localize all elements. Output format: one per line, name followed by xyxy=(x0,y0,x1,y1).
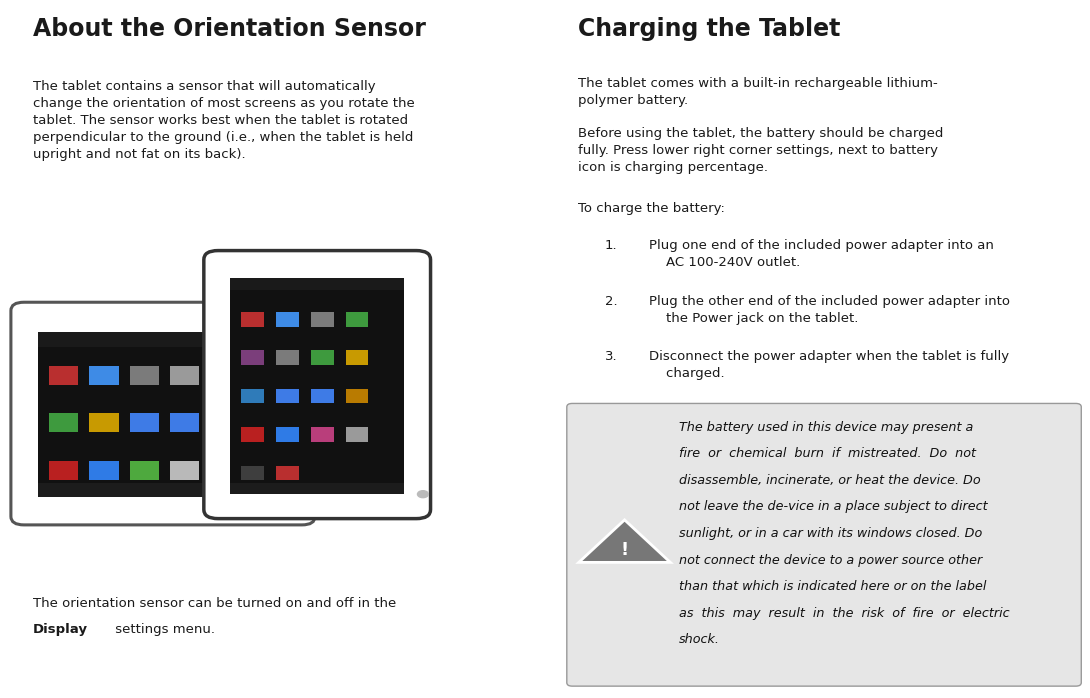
Bar xyxy=(49,366,78,385)
Text: as  this  may  result  in  the  risk  of  fire  or  electric: as this may result in the risk of fire o… xyxy=(679,607,1009,620)
Bar xyxy=(89,366,119,385)
Bar xyxy=(276,350,299,365)
Bar xyxy=(210,461,240,480)
Bar xyxy=(251,413,280,432)
Bar xyxy=(89,413,119,432)
Bar xyxy=(241,350,264,365)
Bar xyxy=(311,312,334,327)
Bar xyxy=(49,461,78,480)
Bar xyxy=(230,278,404,290)
Text: sunlight, or in a car with its windows closed. Do: sunlight, or in a car with its windows c… xyxy=(679,527,982,540)
Text: not leave the de-vice in a place subject to direct: not leave the de-vice in a place subject… xyxy=(679,500,988,514)
FancyBboxPatch shape xyxy=(204,251,431,519)
Bar xyxy=(276,389,299,403)
Bar xyxy=(38,332,288,347)
Bar xyxy=(241,312,264,327)
Bar xyxy=(276,312,299,327)
Text: The tablet comes with a built-in rechargeable lithium-
polymer battery.: The tablet comes with a built-in recharg… xyxy=(578,77,937,107)
Bar xyxy=(241,427,264,442)
Bar xyxy=(130,461,159,480)
Text: settings menu.: settings menu. xyxy=(111,623,215,636)
Polygon shape xyxy=(579,520,670,563)
FancyBboxPatch shape xyxy=(11,302,315,525)
Circle shape xyxy=(282,319,295,327)
Bar xyxy=(38,332,288,497)
Bar xyxy=(130,413,159,432)
Bar xyxy=(276,427,299,442)
Text: The orientation sensor can be turned on and off in the: The orientation sensor can be turned on … xyxy=(33,597,396,610)
Text: About the Orientation Sensor: About the Orientation Sensor xyxy=(33,17,425,41)
Text: than that which is indicated here or on the label: than that which is indicated here or on … xyxy=(679,580,986,593)
Bar xyxy=(346,427,368,442)
Bar xyxy=(170,366,199,385)
Text: Charging the Tablet: Charging the Tablet xyxy=(578,17,840,41)
Bar xyxy=(38,483,288,497)
Bar xyxy=(276,466,299,480)
Bar xyxy=(311,389,334,403)
Bar xyxy=(346,389,368,403)
Circle shape xyxy=(417,491,428,498)
Bar xyxy=(251,366,280,385)
Bar xyxy=(230,483,404,494)
Bar xyxy=(89,461,119,480)
FancyBboxPatch shape xyxy=(567,403,1081,686)
Bar xyxy=(241,389,264,403)
Bar xyxy=(49,413,78,432)
Bar xyxy=(170,413,199,432)
Text: 2.: 2. xyxy=(605,295,618,308)
Bar xyxy=(170,461,199,480)
Bar xyxy=(230,278,404,494)
Bar xyxy=(346,312,368,327)
Text: shock.: shock. xyxy=(679,633,720,646)
Text: not connect the device to a power source other: not connect the device to a power source… xyxy=(679,554,982,567)
Text: fire  or  chemical  burn  if  mistreated.  Do  not: fire or chemical burn if mistreated. Do … xyxy=(679,447,976,461)
Text: !: ! xyxy=(620,542,629,559)
Bar xyxy=(210,366,240,385)
Bar xyxy=(346,350,368,365)
Text: Plug the other end of the included power adapter into
    the Power jack on the : Plug the other end of the included power… xyxy=(649,295,1009,325)
Text: Plug one end of the included power adapter into an
    AC 100-240V outlet.: Plug one end of the included power adapt… xyxy=(649,239,993,269)
Text: 1.: 1. xyxy=(605,239,618,252)
Text: The battery used in this device may present a: The battery used in this device may pres… xyxy=(679,421,973,434)
Text: To charge the battery:: To charge the battery: xyxy=(578,202,725,216)
Text: disassemble, incinerate, or heat the device. Do: disassemble, incinerate, or heat the dev… xyxy=(679,474,981,487)
Bar xyxy=(251,461,280,480)
Text: 3.: 3. xyxy=(605,350,618,364)
Bar xyxy=(311,350,334,365)
Bar xyxy=(241,466,264,480)
Bar xyxy=(130,366,159,385)
Text: Before using the tablet, the battery should be charged
fully. Press lower right : Before using the tablet, the battery sho… xyxy=(578,127,943,174)
Text: The tablet contains a sensor that will automatically
change the orientation of m: The tablet contains a sensor that will a… xyxy=(33,80,414,161)
Bar xyxy=(210,413,240,432)
Bar xyxy=(311,427,334,442)
Text: Disconnect the power adapter when the tablet is fully
    charged.: Disconnect the power adapter when the ta… xyxy=(649,350,1008,380)
Text: Display: Display xyxy=(33,623,87,636)
